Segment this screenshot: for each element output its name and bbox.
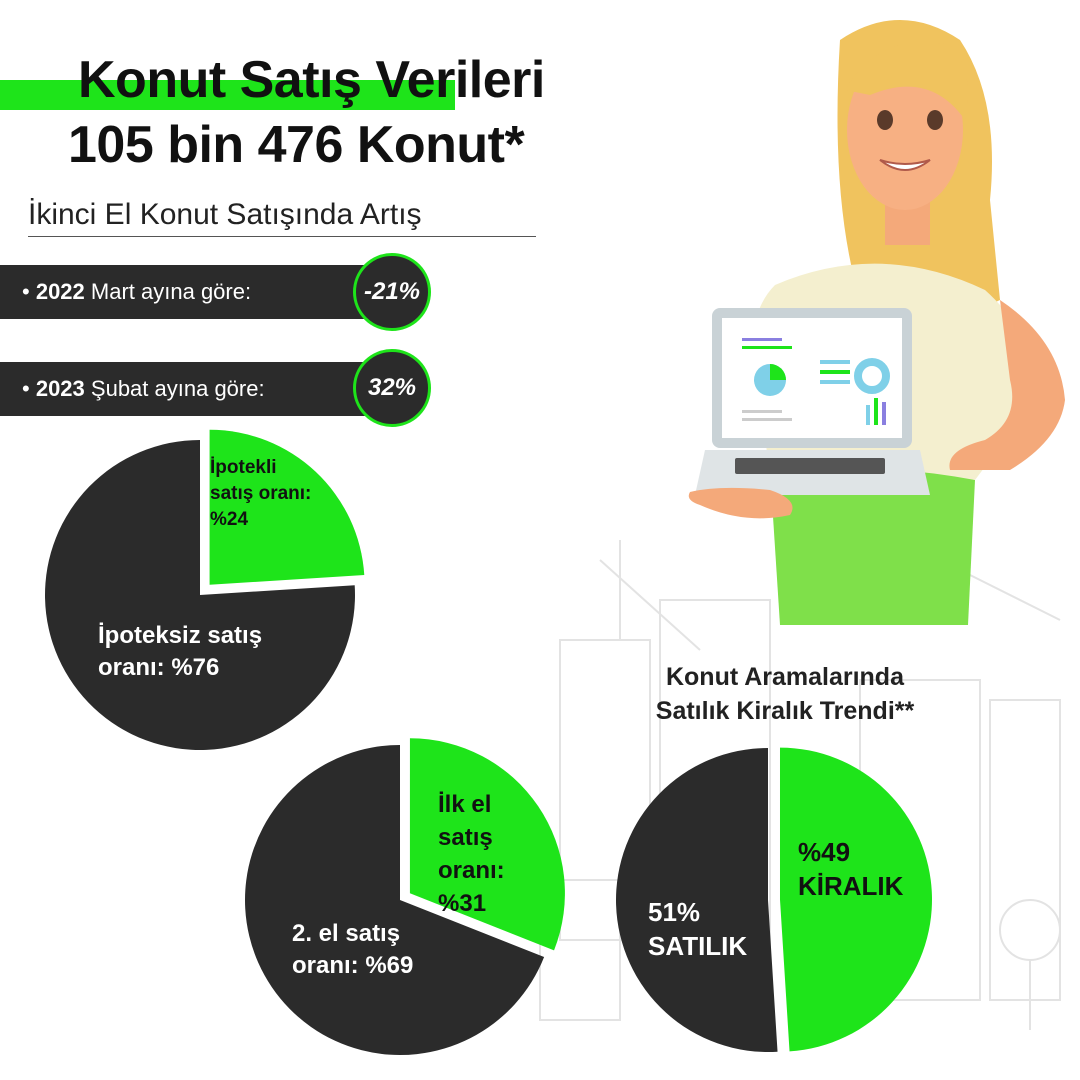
page-title: Konut Satış Verileri xyxy=(78,51,545,109)
pie1-label-nonmortgage: İpoteksiz satış oranı: %76 xyxy=(98,622,263,681)
page-title-subline: 105 bin 476 Konut* xyxy=(68,116,525,174)
pie3-label-sale: 51% SATILIK xyxy=(648,897,748,961)
stat-text: Şubat ayına göre: xyxy=(90,376,265,401)
pie1-label-mortgage: İpotekli satış oranı: %24 xyxy=(210,457,312,530)
subtitle-underline xyxy=(28,236,536,237)
stat-badge-2023: 32% xyxy=(353,349,431,427)
pie3-slice-2 xyxy=(616,748,778,1052)
section-subtitle: İkinci El Konut Satışında Artış xyxy=(28,198,422,231)
pie1-slice-1 xyxy=(209,429,365,585)
stat-text: Mart ayına göre: xyxy=(90,279,252,304)
pie2-label-second-hand: 2. el satış oranı: %69 xyxy=(292,920,414,979)
pie3-label-rent: %49 KİRALIK xyxy=(798,837,904,901)
stat-year: 2022 xyxy=(35,279,85,304)
title-highlight xyxy=(0,80,455,110)
stat-year: 2023 xyxy=(35,376,85,401)
pie2-slice-2 xyxy=(244,745,545,1055)
pie3-slice-1 xyxy=(779,747,932,1052)
stat-bar-2022: • 2022 Mart ayına göre: xyxy=(0,265,372,319)
pie1-slice-2 xyxy=(45,440,356,750)
stat-bar-2023: • 2023 Şubat ayına göre: xyxy=(0,362,372,416)
pie2-slice-1 xyxy=(409,738,565,951)
stat-badge-2022: -21% xyxy=(353,253,431,331)
pie2-label-first-hand: İlk el satış oranı: %31 xyxy=(438,791,505,917)
trend-title: Konut Aramalarında Satılık Kiralık Trend… xyxy=(655,663,915,725)
